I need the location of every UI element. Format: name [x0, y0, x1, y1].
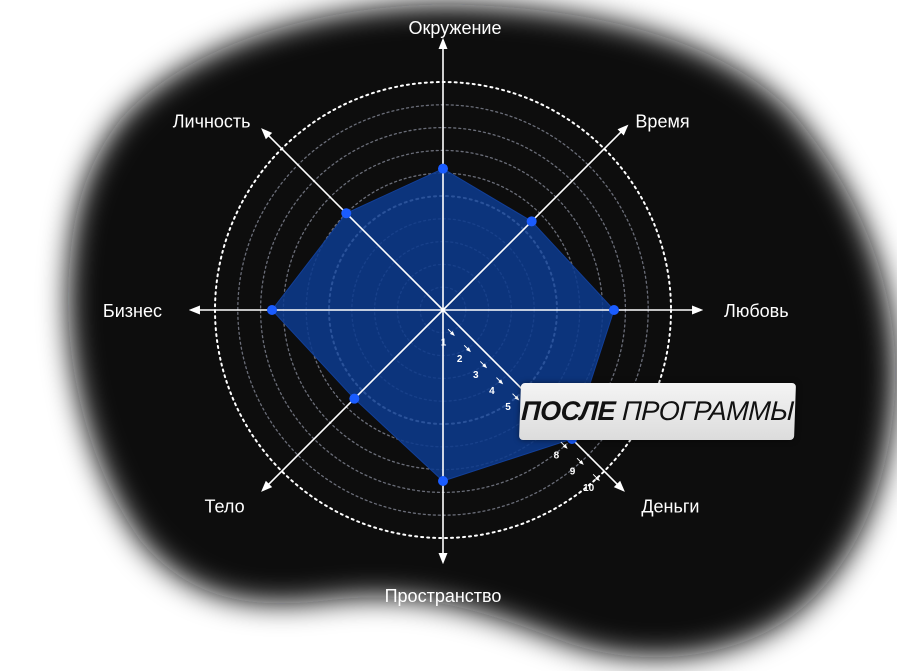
ring-tick-label-1: 1 — [441, 338, 447, 349]
after-program-badge: ПОСЛЕ ПРОГРАММЫ — [519, 383, 796, 440]
ring-tick-mark-9 — [576, 457, 584, 465]
ring-tick-label-8: 8 — [554, 451, 560, 462]
data-point-2 — [526, 216, 537, 227]
data-point-7 — [267, 305, 277, 315]
axis-label-6: Тело — [205, 496, 245, 516]
ring-tick-label-5: 5 — [505, 402, 511, 413]
axis-label-7: Бизнес — [103, 301, 162, 321]
ring-tick-label-10: 10 — [583, 483, 595, 494]
axis-label-8: Личность — [173, 112, 251, 132]
axis-label-3: Любовь — [724, 301, 789, 321]
ring-tick-mark-3 — [479, 361, 488, 369]
ring-tick-mark-4 — [496, 377, 504, 385]
ring-tick-mark-5 — [512, 393, 520, 401]
data-point-3 — [609, 305, 619, 315]
axis-label-1: Окружение — [409, 18, 502, 38]
ring-tick-mark-1 — [447, 328, 455, 336]
axis-label-4: Деньги — [641, 496, 699, 516]
ring-tick-mark-2 — [463, 344, 471, 353]
data-point-8 — [341, 208, 352, 219]
ring-tick-label-3: 3 — [473, 370, 479, 381]
ring-tick-label-9: 9 — [570, 467, 576, 478]
data-point-6 — [349, 393, 360, 404]
badge-bold-text: ПОСЛЕ — [520, 396, 616, 426]
data-point-5 — [438, 476, 448, 486]
badge-light-text: ПРОГРАММЫ — [621, 396, 795, 426]
axis-label-2: Время — [635, 112, 689, 132]
data-point-1 — [438, 163, 448, 174]
ring-tick-label-4: 4 — [489, 386, 495, 397]
ring-tick-mark-10 — [592, 473, 600, 482]
axis-labels: Окружение Время Любовь Деньги Пространство Те… — [103, 18, 789, 606]
axis-label-5: Пространство — [385, 586, 502, 606]
axis-line-8 — [261, 128, 444, 311]
ring-tick-label-2: 2 — [457, 354, 463, 365]
ring-tick-mark-8 — [560, 441, 568, 449]
